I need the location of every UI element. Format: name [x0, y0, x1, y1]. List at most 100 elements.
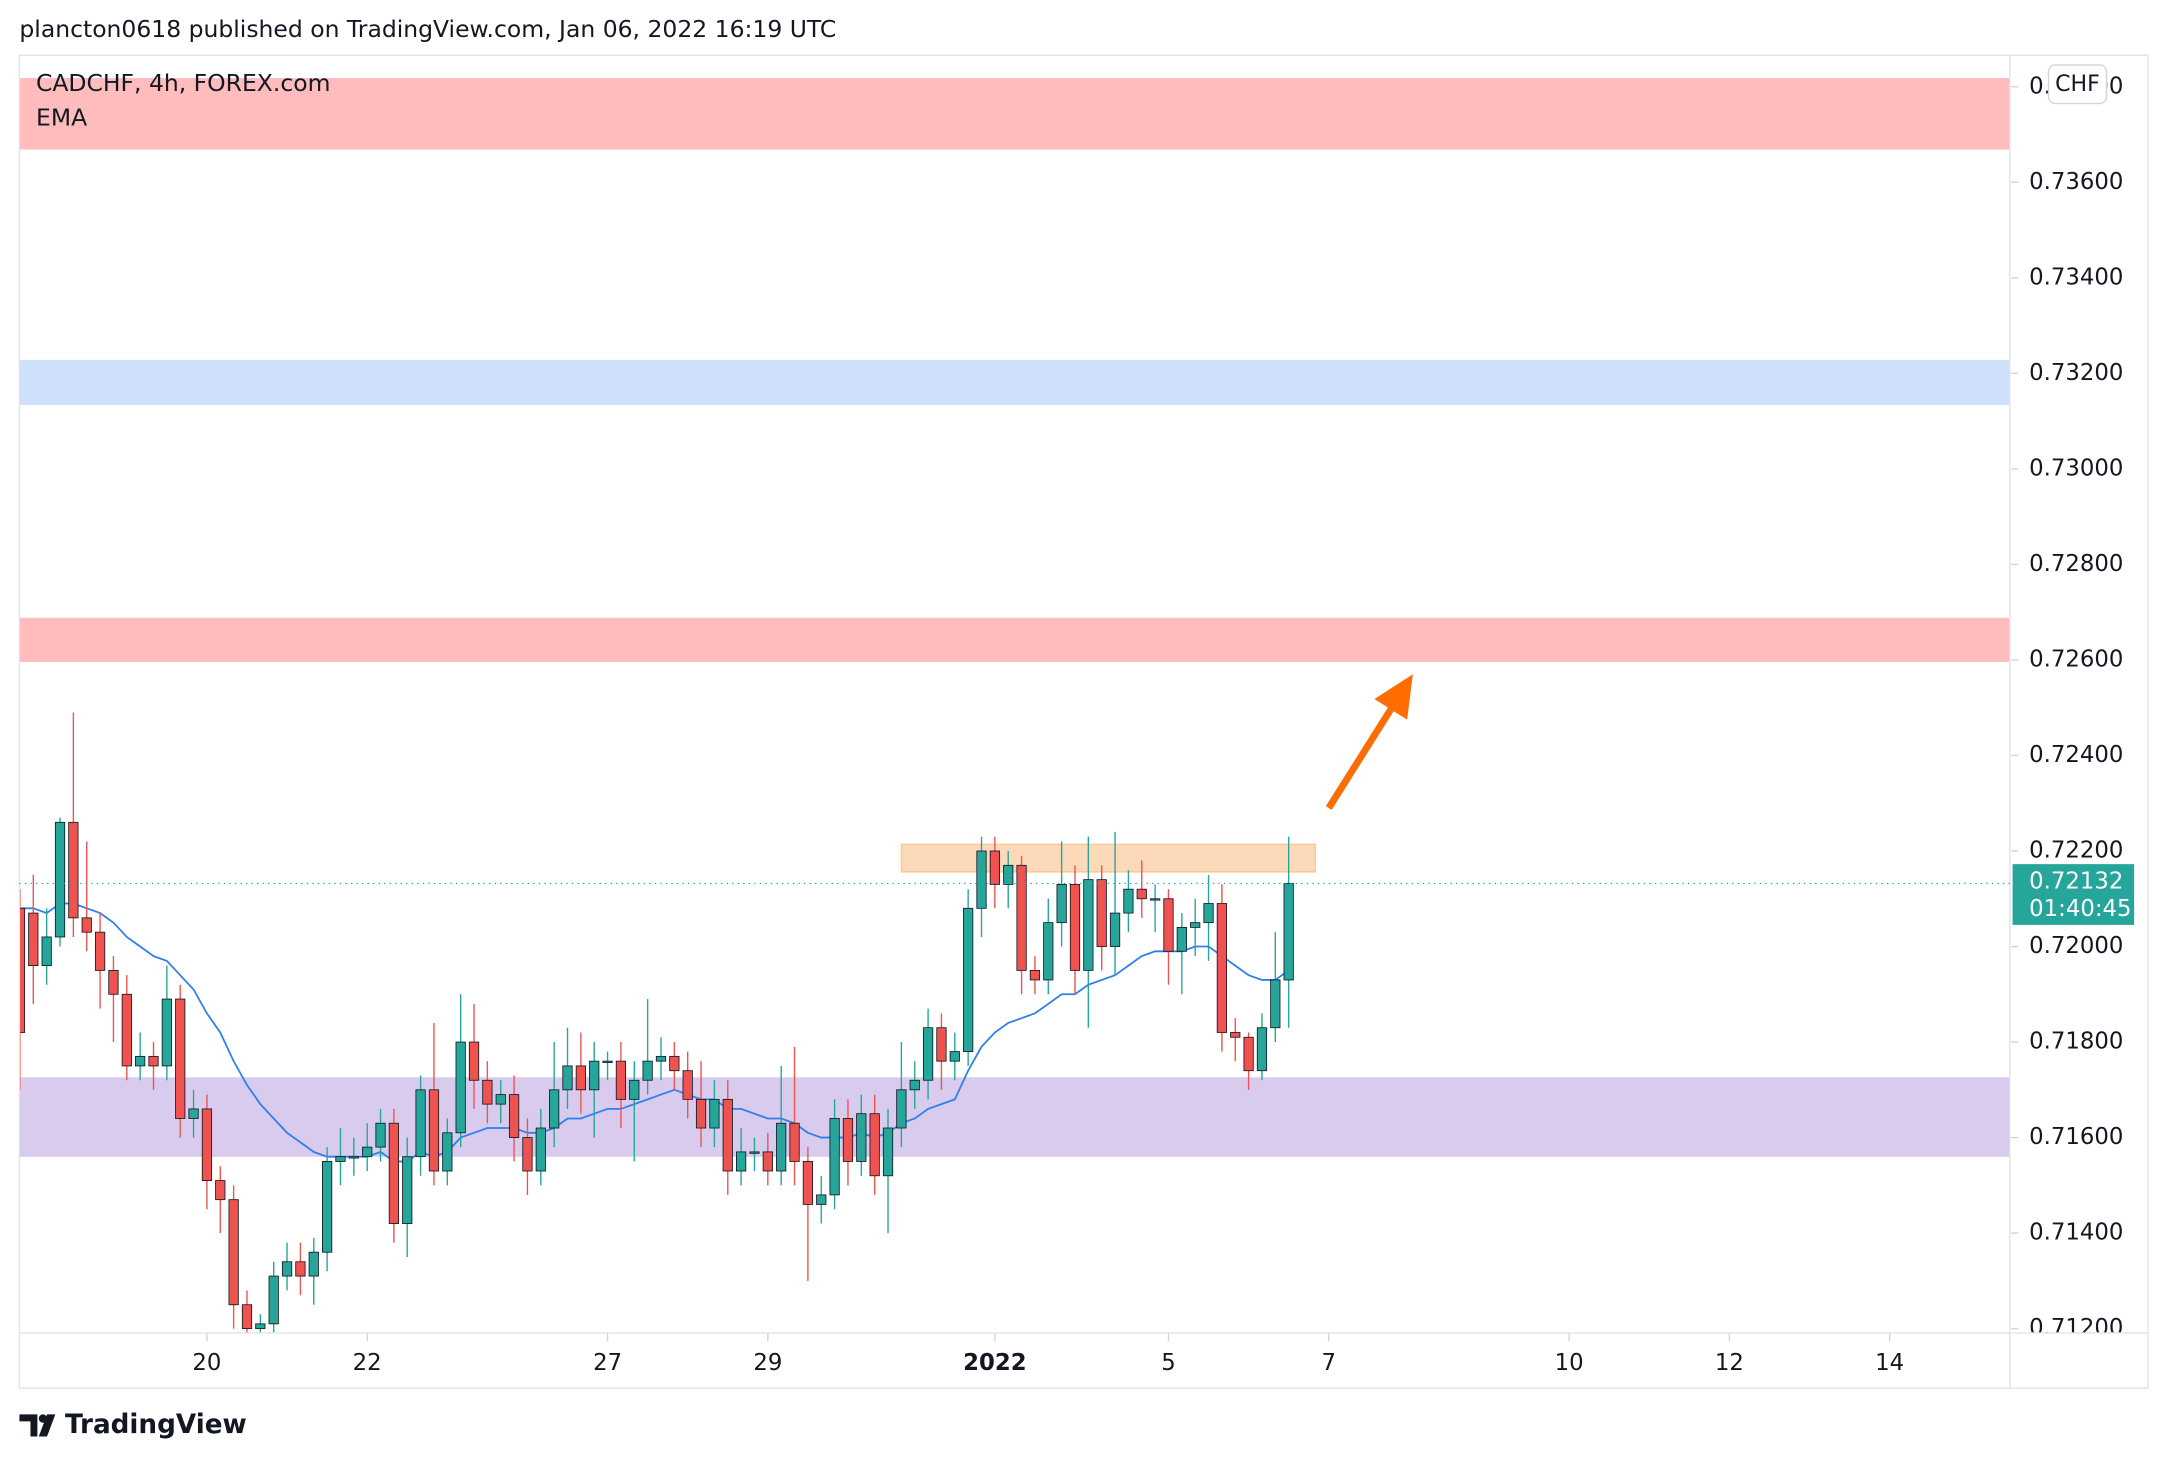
candle-body [442, 1132, 453, 1172]
logo-icon [38, 1414, 48, 1423]
candle-body [816, 1194, 827, 1205]
candle-body [388, 1122, 400, 1224]
candle-body [669, 1055, 680, 1072]
candle-body [882, 1127, 894, 1177]
ema-line [19, 902, 1290, 1163]
candle-body [215, 1180, 226, 1201]
candle-body [522, 1137, 533, 1172]
candle-body [1176, 926, 1187, 952]
candle-body [1003, 864, 1014, 885]
zone [19, 359, 2010, 406]
candle-body [589, 1060, 600, 1091]
y-tick-label: 0.73600 [2029, 169, 2123, 195]
candle-body [722, 1098, 733, 1172]
candle-body [188, 1108, 199, 1119]
candle-body [976, 850, 987, 909]
candle-body [1203, 903, 1214, 924]
candle-body [121, 993, 132, 1067]
candle-body [1163, 898, 1174, 952]
candle-body [94, 931, 106, 971]
zone [19, 1077, 2010, 1157]
candle-body [776, 1122, 787, 1172]
symbol: CADCHF, 4h, FOREX.com [36, 69, 330, 97]
candle-body [281, 1261, 293, 1277]
candle-body [842, 1118, 854, 1162]
candle-body [135, 1055, 146, 1067]
candle-body [1123, 888, 1134, 914]
candle-body [749, 1151, 760, 1154]
y-tick-label: 0.72600 [2029, 646, 2123, 672]
candle-body [1243, 1036, 1254, 1072]
currency[interactable]: CHF [2055, 71, 2100, 97]
countdown: 01:40:45 [2029, 896, 2131, 922]
candle-body [508, 1094, 520, 1138]
candle-body [335, 1156, 346, 1162]
y-tick-label: 0.73200 [2029, 360, 2123, 386]
candle-body [268, 1275, 279, 1325]
candle-body [1016, 864, 1027, 971]
candle-body [736, 1151, 747, 1172]
candle-body [856, 1113, 867, 1162]
candle-body [81, 917, 92, 933]
candle-body [615, 1060, 627, 1100]
level-box [900, 843, 1317, 873]
candle-body [1056, 884, 1067, 924]
candle-body [495, 1094, 506, 1105]
brand: TradingView [65, 1410, 247, 1440]
candle-body [1096, 879, 1107, 947]
x-tick-label: 7 [1321, 1350, 1336, 1376]
currency-badge[interactable] [2047, 64, 2108, 105]
candle-body [629, 1079, 640, 1100]
candle-body [228, 1199, 239, 1306]
candle-body [308, 1251, 319, 1277]
candle-body [963, 907, 974, 1053]
y-tick-label: 0.73400 [2029, 264, 2123, 290]
candle-body [789, 1122, 800, 1162]
candle-body [829, 1118, 840, 1196]
candle-body [695, 1098, 707, 1129]
x-tick-label: 29 [753, 1350, 782, 1376]
candle-body [1083, 879, 1094, 971]
candle-body [562, 1065, 573, 1091]
x-tick-label: 22 [353, 1350, 382, 1376]
candle-body [148, 1055, 159, 1067]
candle-body [295, 1261, 306, 1277]
y-axis: 0.71200 0.71400 0.71600 0.71800 0.72000 0.722… [2011, 73, 2123, 1341]
x-tick-label: 12 [1715, 1350, 1744, 1376]
candle-body [348, 1156, 359, 1159]
candle-body [375, 1122, 386, 1148]
x-axis: 20 22 27 29 2022 5 7 10 12 14 [192, 1332, 1904, 1376]
candle-body [642, 1060, 653, 1081]
candle-body [602, 1060, 613, 1063]
y-tick-label: 0.71200 [2029, 1315, 2123, 1341]
x-tick-label: 20 [192, 1350, 221, 1376]
candle-body [1136, 888, 1147, 900]
x-tick-label: 14 [1875, 1350, 1904, 1376]
arrow-head [1374, 674, 1413, 720]
candle-body [1043, 922, 1054, 981]
candle-body [762, 1151, 773, 1172]
candle-body [682, 1070, 693, 1100]
candle-body [909, 1079, 920, 1091]
candle-body [1256, 1027, 1268, 1072]
candle-body [896, 1089, 907, 1129]
y-tick-label: 0.73000 [2029, 455, 2123, 481]
candle-body [28, 912, 39, 967]
candle-body [1216, 903, 1228, 1033]
frame [18, 54, 2149, 1389]
candle-body [1109, 912, 1121, 947]
candle-body [402, 1156, 413, 1224]
candle-body [1069, 884, 1081, 971]
y-tick-label: 0.71600 [2029, 1124, 2123, 1150]
candle-body [1029, 969, 1041, 981]
candle-body [1270, 979, 1281, 1029]
candle-body [575, 1065, 586, 1091]
candle-body [802, 1161, 814, 1205]
candle-body [1283, 883, 1294, 981]
candle-body [482, 1079, 493, 1105]
y-tick-label: 0.71800 [2029, 1029, 2123, 1055]
candle-body [1230, 1032, 1241, 1038]
logo: TradingView [19, 1410, 247, 1440]
candle-body [362, 1146, 373, 1158]
